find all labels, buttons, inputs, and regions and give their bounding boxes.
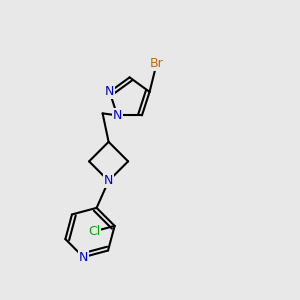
Text: Br: Br [150, 57, 164, 70]
Text: N: N [79, 250, 88, 264]
Text: N: N [105, 85, 114, 98]
Text: N: N [104, 174, 113, 188]
Text: Cl: Cl [88, 225, 100, 238]
Text: N: N [112, 109, 122, 122]
